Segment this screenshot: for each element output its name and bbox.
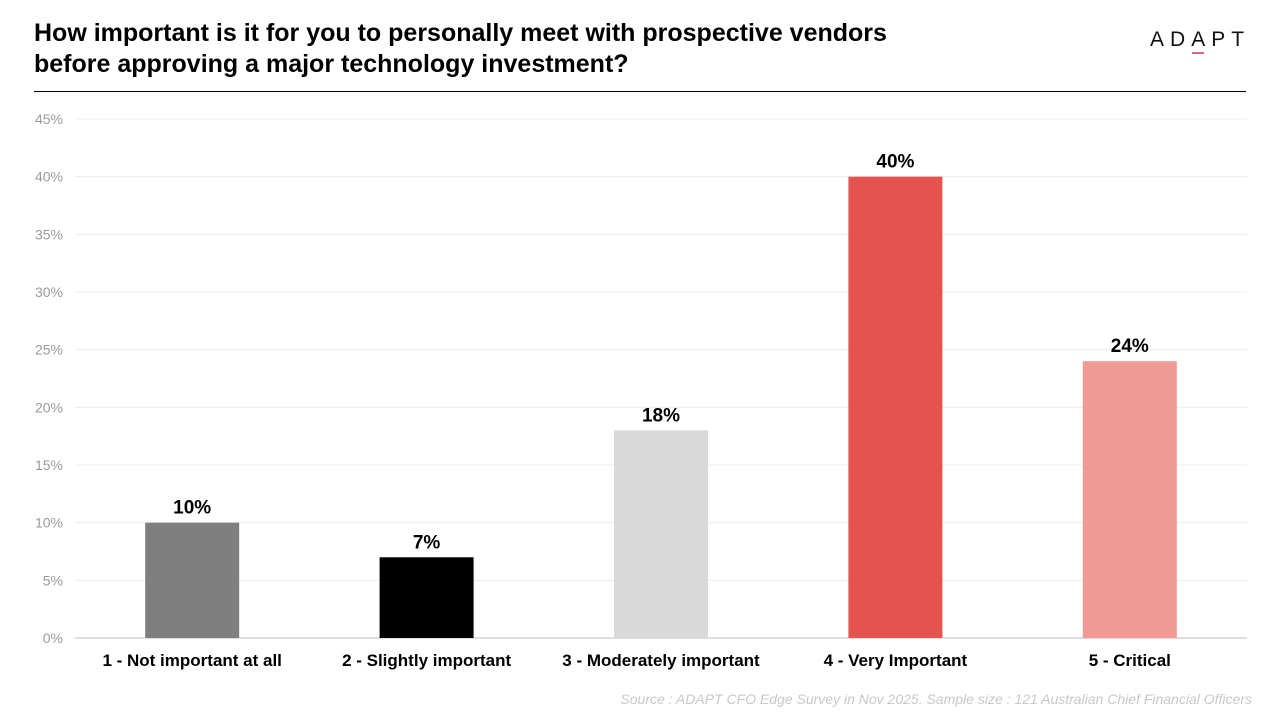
bar [145, 522, 240, 638]
data-label: 10% [173, 498, 211, 519]
logo-part: PT [1211, 28, 1251, 51]
adapt-logo: ADAPT [1150, 28, 1251, 54]
chart-title: How important is it for you to personall… [34, 18, 1034, 80]
x-tick-label: 5 - Critical [1089, 651, 1171, 670]
data-label: 7% [413, 532, 441, 553]
logo-part: AD [1150, 28, 1192, 51]
logo-part: A [1191, 28, 1212, 54]
data-label: 18% [642, 405, 680, 426]
y-tick-label: 40% [35, 169, 63, 185]
y-tick-label: 45% [35, 111, 63, 127]
bar [379, 557, 474, 638]
y-tick-label: 30% [35, 284, 63, 300]
source-note: Source : ADAPT CFO Edge Survey in Nov 20… [620, 691, 1252, 707]
data-label: 40% [876, 152, 914, 173]
y-tick-label: 0% [43, 630, 63, 646]
y-tick-label: 35% [35, 226, 63, 242]
y-tick-label: 10% [35, 515, 63, 531]
x-tick-label: 2 - Slightly important [342, 651, 511, 670]
data-label: 24% [1111, 336, 1149, 357]
x-tick-label: 4 - Very Important [824, 651, 968, 670]
x-tick-label: 1 - Not important at all [102, 651, 281, 670]
title-divider [34, 91, 1246, 92]
bar [614, 430, 708, 638]
y-tick-label: 20% [35, 399, 63, 415]
x-tick-label: 3 - Moderately important [562, 651, 760, 670]
title-line-1: How important is it for you to personall… [34, 19, 887, 47]
y-tick-label: 15% [35, 457, 63, 473]
bar [848, 176, 943, 638]
bar [1082, 361, 1177, 638]
title-line-2: before approving a major technology inve… [34, 50, 629, 78]
y-tick-label: 5% [43, 572, 63, 588]
y-tick-label: 25% [35, 342, 63, 358]
